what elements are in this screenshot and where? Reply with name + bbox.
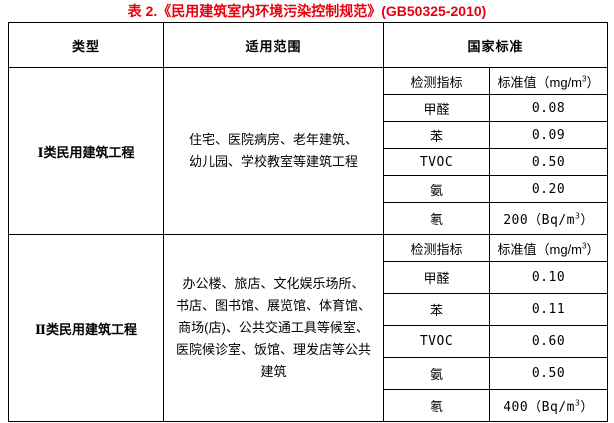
value-unit-sup: 3 <box>582 241 587 251</box>
type-cell-section-2: Ⅱ类民用建筑工程 <box>8 234 164 422</box>
value-tail: ） <box>580 400 594 415</box>
value-sup: 3 <box>574 211 581 221</box>
header-scope: 适用范围 <box>163 22 384 68</box>
table-row: 氡 200（Bq/m3） <box>9 202 609 235</box>
value-unit-sup: 3 <box>582 74 587 84</box>
subheader-value-1: 标准值（mg/m3） <box>488 67 609 95</box>
roman-numeral: Ⅱ <box>35 321 46 337</box>
indicator-cell: 甲醛 <box>383 94 490 122</box>
indicator-cell: 苯 <box>383 121 490 149</box>
table-row: Ⅰ类民用建筑工程 住宅、医院病房、老年建筑、 幼儿园、学校教室等建筑工程 检测指… <box>8 67 609 235</box>
header-type: 类型 <box>8 22 164 68</box>
scope-line: 住宅、医院病房、老年建筑、 <box>188 132 358 147</box>
type-label: 类民用建筑工程 <box>43 144 135 160</box>
scope-line: 幼儿园、学校教室等建筑工程 <box>188 154 358 169</box>
value-unit-text: 标准值（mg/m <box>497 241 583 257</box>
subheader-indicator-1: 检测指标 <box>383 67 490 95</box>
indicator-cell: 氡 <box>383 202 490 235</box>
value-text: 400（Bq/m <box>503 400 575 415</box>
indicator-cell: 苯 <box>383 293 490 326</box>
page-title: 表 2.《民用建筑室内环境污染控制规范》(GB50325-2010) <box>127 3 487 19</box>
value-unit-text: 标准值（mg/m <box>497 74 583 90</box>
value-cell: 0.09 <box>488 121 609 149</box>
table-row: 氡 400（Bq/m3） <box>9 389 609 422</box>
value-cell: 0.50 <box>488 148 609 176</box>
table-row: Ⅱ类民用建筑工程 办公楼、旅店、文化娱乐场所、 书店、图书馆、展览馆、体育馆、 … <box>8 234 609 422</box>
scope-line: 建筑 <box>260 364 287 379</box>
value-cell: 0.10 <box>488 261 609 294</box>
scope-line: 医院候诊室、饭馆、理发店等公共 <box>175 342 371 357</box>
table-row: 甲醛 0.10 <box>9 261 609 294</box>
value-text: 200（Bq/m <box>503 213 575 228</box>
value-cell: 0.60 <box>488 325 609 358</box>
table-row: 甲醛 0.08 <box>9 94 609 122</box>
scope-line: 商场(店)、公共交通工具等候室、 <box>178 320 369 335</box>
scope-line: 办公楼、旅店、文化娱乐场所、 <box>182 276 365 291</box>
table-row: TVOC 0.60 <box>9 325 609 358</box>
scope-cell-section-2: 办公楼、旅店、文化娱乐场所、 书店、图书馆、展览馆、体育馆、 商场(店)、公共交… <box>163 234 384 422</box>
value-cell: 0.50 <box>488 357 609 390</box>
indicator-cell: 甲醛 <box>383 261 490 294</box>
indicator-cell: TVOC <box>383 148 490 176</box>
table-row: TVOC 0.50 <box>9 148 609 176</box>
indicator-cell: 氨 <box>383 357 490 390</box>
value-cell: 400（Bq/m3） <box>488 389 609 422</box>
table-row: 氨 0.20 <box>9 175 609 203</box>
value-cell: 0.11 <box>488 293 609 326</box>
indicator-cell: 氨 <box>383 175 490 203</box>
value-cell: 200（Bq/m3） <box>488 202 609 235</box>
indicator-cell: TVOC <box>383 325 490 358</box>
value-cell: 0.08 <box>488 94 609 122</box>
value-sup: 3 <box>574 398 581 408</box>
scope-line: 书店、图书馆、展览馆、体育馆、 <box>175 298 371 313</box>
header-standard: 国家标准 <box>382 22 609 68</box>
value-unit-tail: ） <box>586 241 600 257</box>
type-cell-section-1: Ⅰ类民用建筑工程 <box>8 67 164 235</box>
subheader-value-2: 标准值（mg/m3） <box>488 234 609 262</box>
table-row: 苯 0.11 <box>9 293 609 326</box>
roman-numeral: Ⅰ <box>37 144 44 160</box>
subheader-indicator-2: 检测指标 <box>383 234 490 262</box>
scope-cell-section-1: 住宅、医院病房、老年建筑、 幼儿园、学校教室等建筑工程 <box>163 67 384 235</box>
indicator-cell: 氡 <box>383 389 490 422</box>
value-tail: ） <box>580 213 594 228</box>
table-header-row: 类型 适用范围 国家标准 <box>8 22 609 68</box>
table-row: 氨 0.50 <box>9 357 609 390</box>
type-label: 类民用建筑工程 <box>45 321 137 337</box>
value-unit-tail: ） <box>586 74 600 90</box>
standards-table: 类型 适用范围 国家标准 Ⅰ类民用建筑工程 住宅、医院病房、老年建筑、 幼儿园、… <box>8 22 609 422</box>
value-cell: 0.20 <box>488 175 609 203</box>
